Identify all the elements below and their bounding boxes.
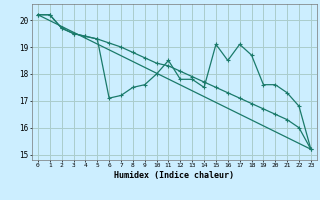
X-axis label: Humidex (Indice chaleur): Humidex (Indice chaleur) [115,171,234,180]
